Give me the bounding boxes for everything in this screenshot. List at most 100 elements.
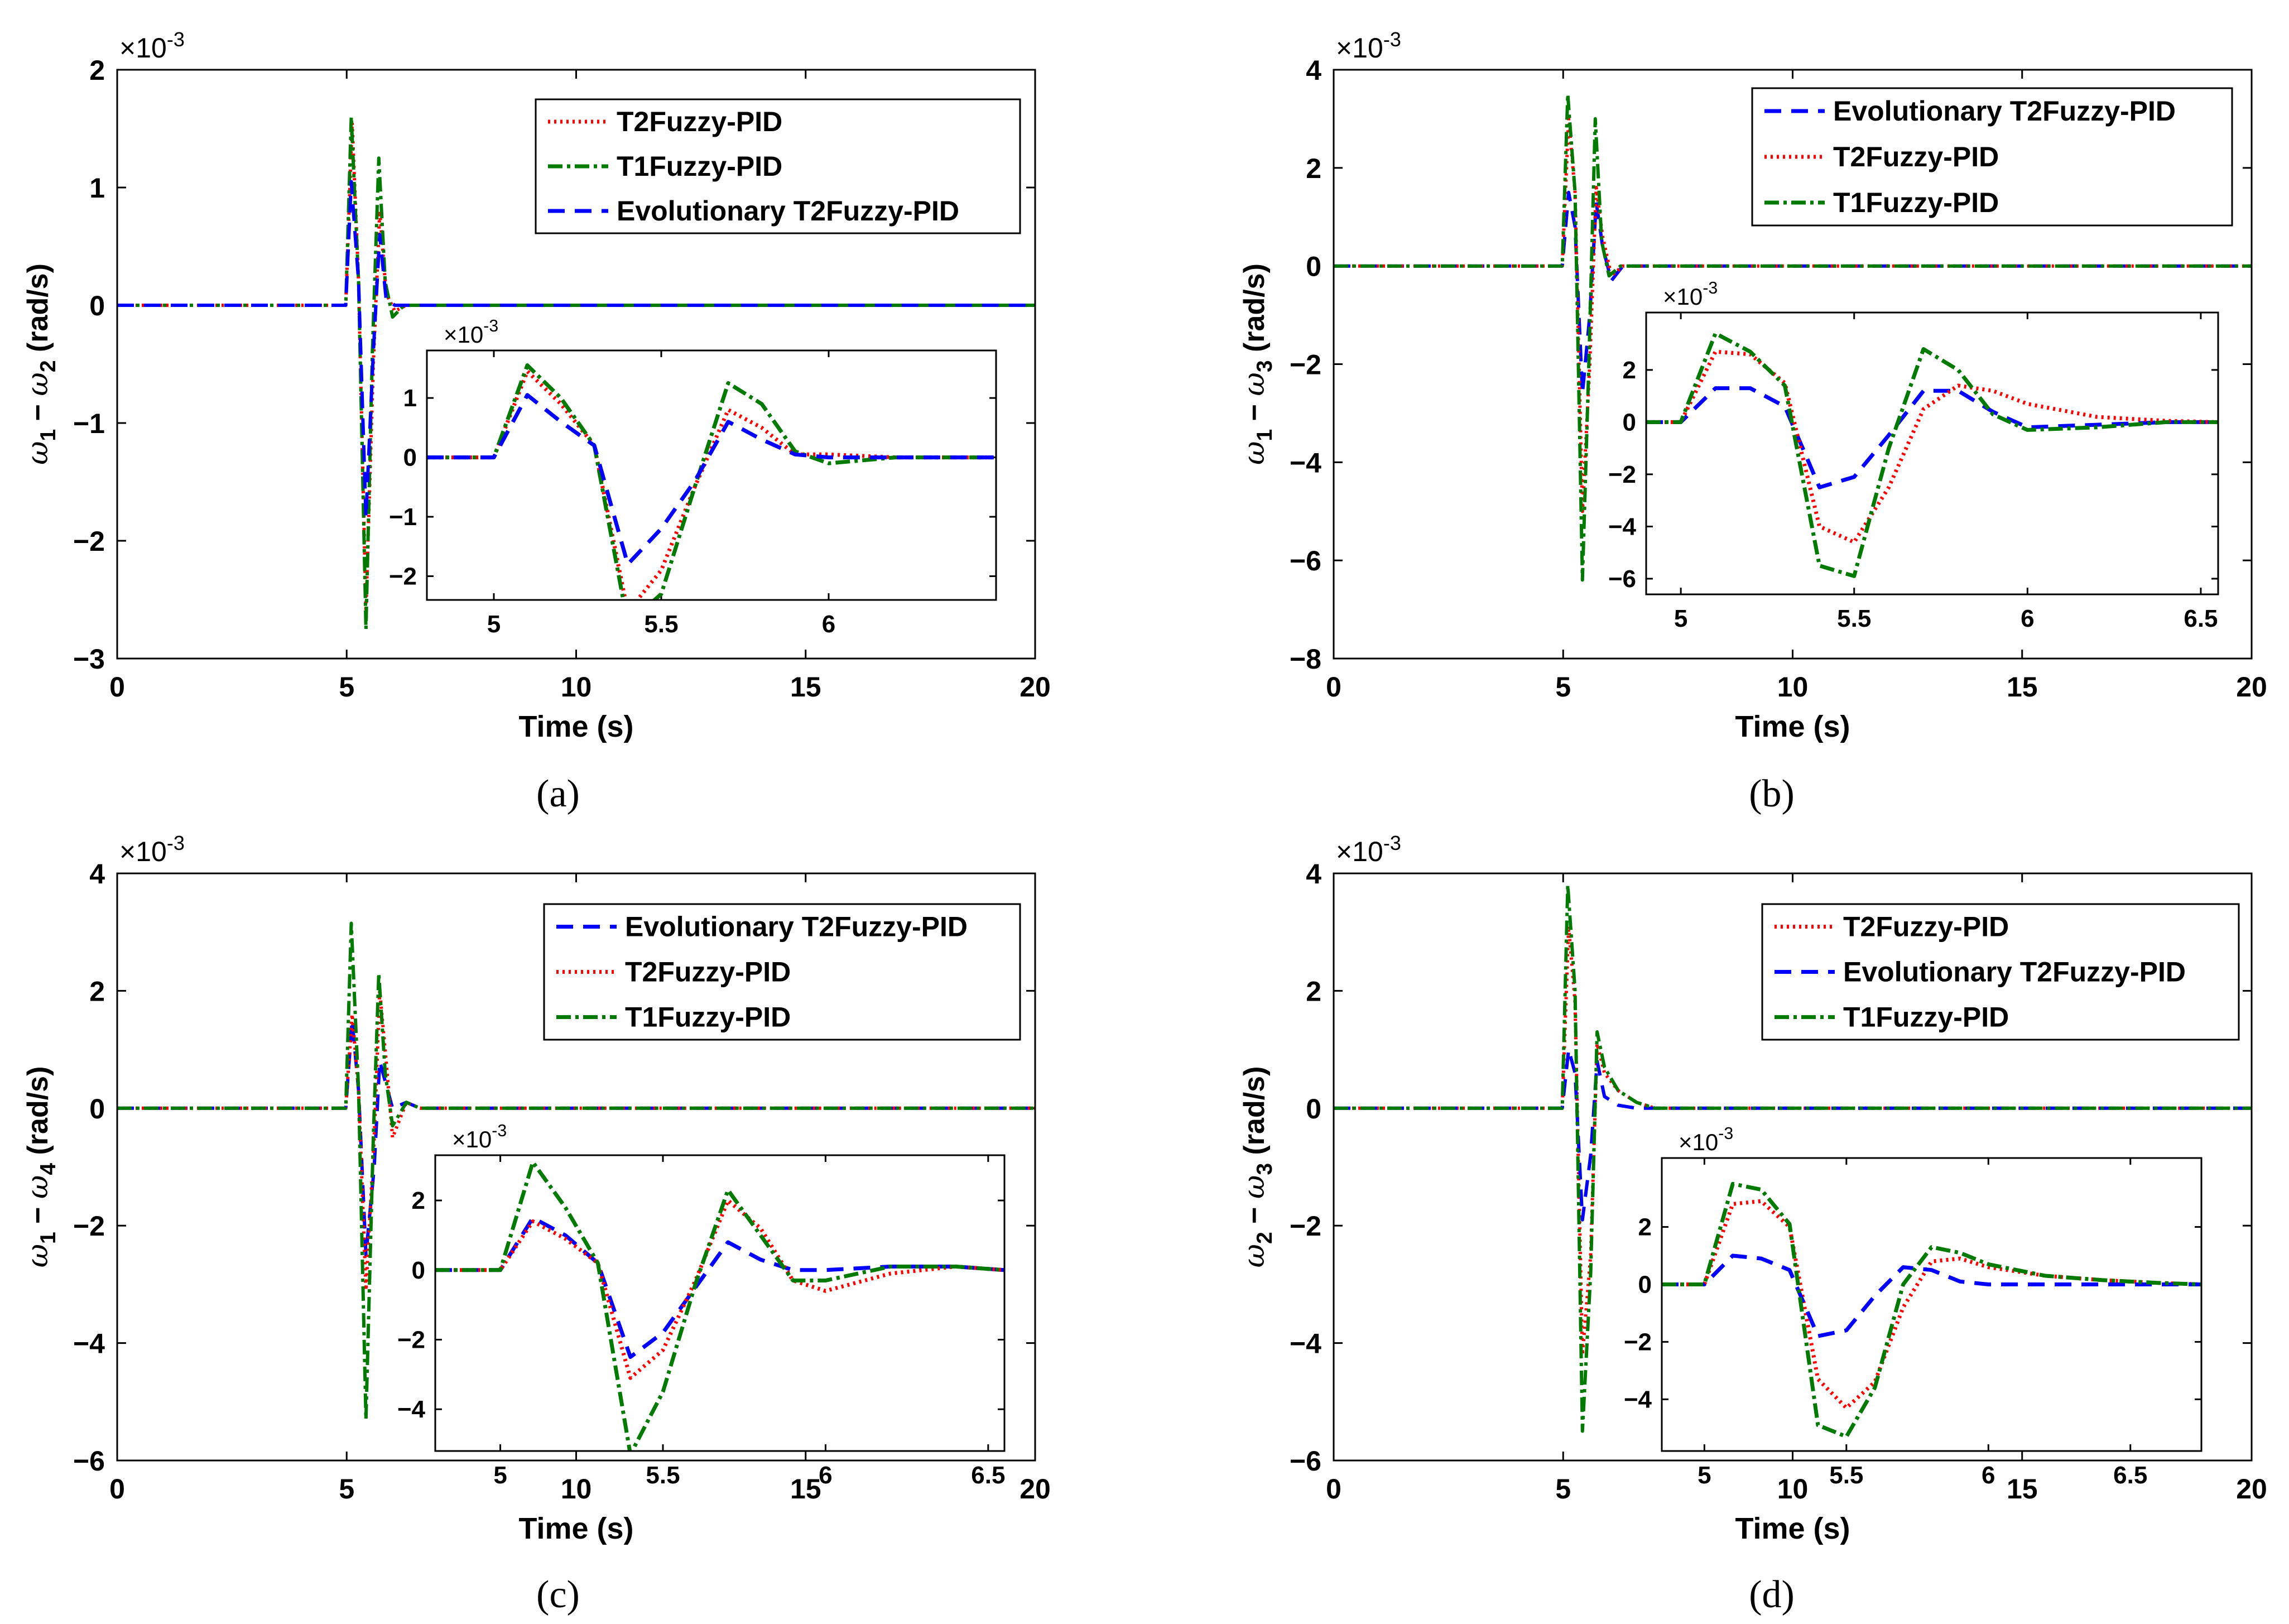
chart-d-caption: (d): [1749, 1573, 1795, 1616]
chart-c-xtick-label: 15: [790, 1473, 821, 1505]
chart-d-series-evolutionary-t2fuzzy-pid: [1334, 1048, 2252, 1222]
chart-b-inset-plot-area: [1646, 313, 2218, 594]
chart-d-legend-box: [1761, 903, 2240, 1041]
chart-b-inset-xtick-label: 5: [1674, 605, 1687, 632]
chart-d-inset-frame: [1661, 1157, 2203, 1452]
chart-a-inset-xtick-label: 5: [487, 611, 501, 638]
chart-c-inset-ytick-label: −2: [397, 1326, 425, 1353]
chart-b-series-t1fuzzy-pid: [1334, 93, 2252, 582]
chart-b-ytick-label: −8: [1290, 643, 1321, 675]
chart-d-ylabel: ω2 − ω3 (rad/s): [1238, 1066, 1277, 1268]
chart-a-inset-ytick-label: 0: [403, 444, 417, 472]
chart-c-xtick-label: 5: [339, 1473, 354, 1505]
chart-b-xtick-label: 20: [2236, 671, 2267, 703]
chart-b-ytick-label: −6: [1290, 545, 1321, 576]
chart-b-xtick-label: 15: [2007, 671, 2038, 703]
chart-c-xtick-label: 10: [561, 1473, 592, 1505]
chart-c-series-t2fuzzy-pid: [117, 989, 1035, 1292]
chart-d-xlabel: Time (s): [1735, 1512, 1850, 1545]
chart-b-sci-label: ×10-3: [1336, 28, 1401, 64]
chart-c-xtick-label: 0: [109, 1473, 125, 1505]
chart-a-inset-xtick-label: 6: [822, 611, 835, 638]
chart-b-ytick-label: 2: [1306, 153, 1321, 184]
chart-a-inset-plot-area: [427, 350, 996, 600]
chart-d-ytick-label: −4: [1290, 1328, 1321, 1359]
chart-a-legend-box: [535, 98, 1021, 234]
chart-a-inset-series-evolutionary-t2fuzzy-pid: [427, 393, 996, 566]
chart-d-inset-ytick-label: −4: [1624, 1386, 1652, 1413]
chart-b-ytick-label: −2: [1290, 349, 1321, 381]
chart-c-series-t1fuzzy-pid: [117, 921, 1035, 1421]
chart-d-inset-series-t1fuzzy-pid: [1662, 1181, 2201, 1439]
chart-b-inset-frame: [1645, 311, 2219, 595]
chart-c-ytick-label: 2: [89, 976, 105, 1007]
chart-b-inset-xtick-label: 6.5: [2184, 605, 2218, 632]
chart-a-frame: [116, 69, 1036, 660]
chart-c-ytick-label: 4: [89, 858, 105, 890]
chart-a-inset-ytick-label: −1: [389, 503, 417, 531]
chart-b-ytick-label: −4: [1290, 447, 1321, 478]
chart-b-inset-ytick-label: 2: [1623, 357, 1636, 384]
chart-b-inset-ytick-label: −6: [1608, 565, 1636, 593]
chart-c-inset-xtick-label: 6.5: [971, 1462, 1005, 1489]
chart-c-inset-xtick-label: 5.5: [646, 1462, 680, 1489]
chart-a-ytick-label: −1: [73, 408, 105, 439]
chart-c-legend-entry: Evolutionary T2Fuzzy-PID: [625, 911, 968, 943]
chart-d-inset-sci-label: ×10-3: [1679, 1125, 1733, 1155]
chart-a-legend: T2Fuzzy-PID T1Fuzzy-PID Evolutionary T2Fuz…: [535, 98, 1021, 234]
chart-b-xtick-label: 10: [1777, 671, 1809, 703]
chart-c-inset-series-t2fuzzy-pid: [435, 1198, 1004, 1380]
chart-b-legend-entry: Evolutionary T2Fuzzy-PID: [1833, 95, 2176, 127]
chart-d-inset-xtick-label: 6.5: [2113, 1462, 2147, 1489]
chart-d-ytick-label: 0: [1306, 1093, 1321, 1125]
chart-d-xtick-label: 15: [2007, 1473, 2038, 1505]
chart-a-xtick-label: 20: [1020, 671, 1051, 703]
chart-d-inset-plot-area: [1662, 1158, 2201, 1451]
chart-c-inset-ytick-label: 0: [412, 1257, 425, 1284]
chart-b-frame: [1333, 69, 2253, 660]
chart-a-legend-entry: T1Fuzzy-PID: [617, 151, 782, 182]
chart-a-inset-xtick-label: 5.5: [644, 611, 678, 638]
chart-b-ytick-label: 4: [1306, 55, 1321, 86]
chart-a-inset-ytick-label: −2: [389, 563, 417, 590]
chart-c-ytick-label: −6: [73, 1445, 105, 1477]
chart-c-xlabel: Time (s): [518, 1512, 633, 1545]
chart-d-inset-ytick-label: −2: [1624, 1328, 1652, 1356]
chart-b-inset-xtick-label: 6: [2021, 605, 2034, 632]
chart-d-sci-label: ×10-3: [1336, 832, 1401, 867]
chart-c-legend-entry: T1Fuzzy-PID: [625, 1002, 791, 1033]
chart-a-xtick-label: 0: [109, 671, 125, 703]
chart-c-frame: [116, 872, 1036, 1462]
chart-b-legend: Evolutionary T2Fuzzy-PID T2Fuzzy-PID T1Fuz…: [1751, 87, 2233, 227]
chart-c-inset: 5 5.5 6 6.5 −4 −2 0 2 ×10-3: [397, 1122, 1006, 1489]
chart-b-inset-xtick-label: 5.5: [1837, 605, 1871, 632]
chart-c-inset-frame: [434, 1154, 1006, 1452]
chart-d-inset-series-evolutionary-t2fuzzy-pid: [1662, 1253, 2201, 1338]
chart-d-inset-ytick-label: 2: [1638, 1214, 1652, 1241]
chart-c-sci-label: ×10-3: [119, 832, 185, 867]
chart-c-ytick-label: −4: [73, 1328, 105, 1359]
chart-b-inset-ytick-label: 0: [1623, 409, 1636, 436]
chart-c-legend: Evolutionary T2Fuzzy-PID T2Fuzzy-PID T1Fuz…: [543, 903, 1021, 1041]
chart-c-ytick-label: 0: [89, 1093, 105, 1125]
chart-b-xtick-label: 5: [1555, 671, 1571, 703]
chart-d-inset-xtick-label: 5.5: [1829, 1462, 1863, 1489]
chart-b-inset-series-evolutionary-t2fuzzy-pid: [1646, 386, 2218, 489]
chart-c-inset-ytick-label: 2: [412, 1187, 425, 1214]
chart-c-xtick-label: 20: [1020, 1473, 1051, 1505]
chart-a-ytick-label: 0: [89, 290, 105, 321]
chart-b-legend-entry: T2Fuzzy-PID: [1833, 141, 1999, 172]
chart-d-legend-entry: T1Fuzzy-PID: [1843, 1002, 2009, 1033]
chart-a-inset: 5 5.5 6 −2 −1 0 1 ×10-3: [389, 317, 997, 638]
chart-a-ytick-label: −3: [73, 643, 105, 675]
chart-d-legend: T2Fuzzy-PID Evolutionary T2Fuzzy-PID T1Fuz…: [1761, 903, 2240, 1041]
chart-b-inset-ytick-label: −2: [1608, 461, 1636, 488]
chart-b-ytick-label: 0: [1306, 251, 1321, 282]
chart-a-inset-frame: [426, 349, 997, 601]
chart-a-ytick-label: 1: [89, 172, 105, 204]
chart-a-inset-series-t1fuzzy-pid: [427, 363, 996, 600]
chart-a-xtick-label: 5: [339, 671, 354, 703]
chart-b-legend-entry: T1Fuzzy-PID: [1833, 187, 1999, 218]
